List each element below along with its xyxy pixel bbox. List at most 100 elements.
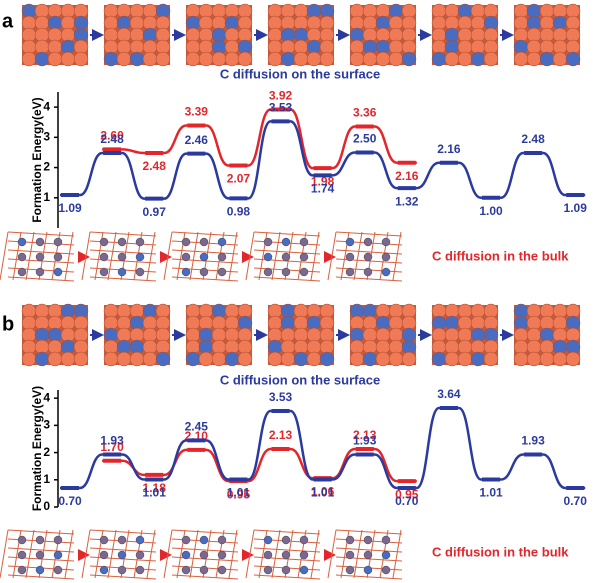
bond xyxy=(228,529,238,579)
atom xyxy=(319,351,335,367)
bond xyxy=(89,231,157,237)
energy-curve xyxy=(60,120,586,200)
atom xyxy=(135,237,145,247)
atom xyxy=(345,237,355,247)
atom xyxy=(60,51,76,67)
value-label: 1.32 xyxy=(395,194,419,208)
atom xyxy=(319,51,335,67)
bulk-structure xyxy=(81,231,157,282)
atom xyxy=(381,565,391,575)
surface-structure xyxy=(513,3,581,67)
atom xyxy=(431,351,447,367)
bond xyxy=(392,529,402,579)
atom xyxy=(513,51,529,67)
atom xyxy=(185,351,201,367)
y-tick-label: 2 xyxy=(43,160,50,174)
surface-structure xyxy=(267,303,335,367)
atom xyxy=(263,550,273,560)
bond xyxy=(163,231,173,281)
atom xyxy=(263,267,273,277)
atom xyxy=(199,535,209,545)
atom xyxy=(263,535,273,545)
atom xyxy=(199,565,209,575)
atom xyxy=(17,535,27,545)
value-label: 2.16 xyxy=(395,169,419,183)
atom xyxy=(345,535,355,545)
bond xyxy=(107,231,117,281)
atom xyxy=(217,267,227,277)
atom xyxy=(53,550,63,560)
atom xyxy=(99,565,109,575)
atom xyxy=(129,351,145,367)
atom xyxy=(552,51,568,67)
atom xyxy=(35,550,45,560)
atom xyxy=(280,51,296,67)
atom xyxy=(565,51,581,67)
atom xyxy=(135,267,145,277)
atom xyxy=(381,267,391,277)
bond xyxy=(25,231,35,281)
bulk-structure xyxy=(245,529,321,580)
atom xyxy=(388,351,404,367)
value-label: 0.98 xyxy=(227,205,251,219)
value-label: 2.48 xyxy=(521,132,545,146)
bond xyxy=(81,231,91,281)
atom xyxy=(73,351,89,367)
bond xyxy=(228,231,238,281)
surface-structure xyxy=(21,303,89,367)
value-label: 3.39 xyxy=(185,105,209,119)
value-label: 3.53 xyxy=(269,390,293,404)
bond xyxy=(7,574,75,580)
atom xyxy=(539,51,555,67)
atom xyxy=(21,51,37,67)
atom xyxy=(299,237,309,247)
atom xyxy=(99,550,109,560)
atom xyxy=(401,351,417,367)
atom xyxy=(539,351,555,367)
atom xyxy=(444,51,460,67)
value-label: 2.46 xyxy=(185,133,209,147)
atom xyxy=(129,51,145,67)
bond xyxy=(89,249,157,255)
bond xyxy=(335,276,403,282)
bond xyxy=(107,529,117,579)
bond xyxy=(335,231,403,237)
bond xyxy=(327,529,337,579)
atom xyxy=(116,51,132,67)
atom xyxy=(53,267,63,277)
bond xyxy=(353,231,363,281)
atom xyxy=(349,51,365,67)
atom xyxy=(181,535,191,545)
atom xyxy=(73,51,89,67)
atom xyxy=(17,565,27,575)
surface-structure xyxy=(185,3,253,67)
atom xyxy=(142,351,158,367)
atom xyxy=(375,351,391,367)
atom xyxy=(299,267,309,277)
atom xyxy=(211,351,227,367)
atom xyxy=(135,535,145,545)
bulk-structure xyxy=(81,529,157,580)
atom xyxy=(35,237,45,247)
bond xyxy=(245,529,255,579)
atom xyxy=(103,351,119,367)
atom xyxy=(381,550,391,560)
atom xyxy=(21,351,37,367)
bond xyxy=(171,231,239,237)
atom xyxy=(35,267,45,277)
atom xyxy=(35,565,45,575)
value-label: 3.92 xyxy=(269,89,293,103)
atom xyxy=(513,351,529,367)
atom xyxy=(117,535,127,545)
atom xyxy=(34,51,50,67)
atom xyxy=(345,252,355,262)
atom xyxy=(345,565,355,575)
atom xyxy=(224,351,240,367)
atom xyxy=(181,565,191,575)
y-axis-label: Formation Energy(eV) xyxy=(30,97,44,222)
atom xyxy=(457,351,473,367)
atom xyxy=(345,267,355,277)
bulk-structure xyxy=(163,231,239,282)
value-label: 1.01 xyxy=(479,486,503,500)
surface-structure xyxy=(185,303,253,367)
